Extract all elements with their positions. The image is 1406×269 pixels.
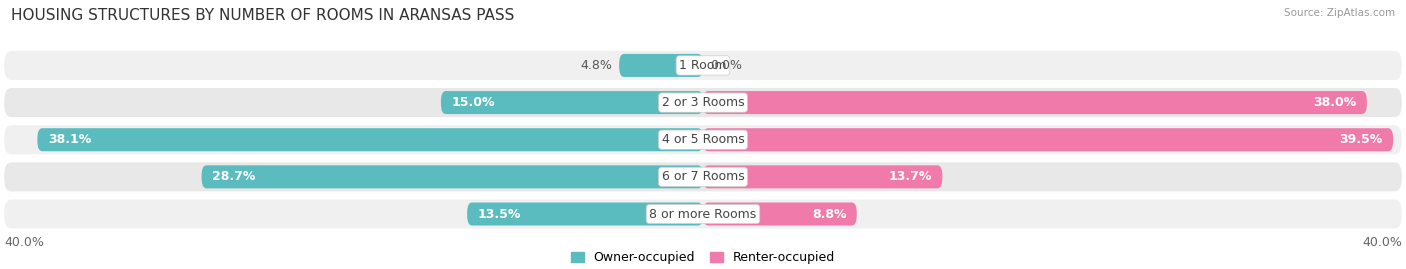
FancyBboxPatch shape — [38, 128, 703, 151]
FancyBboxPatch shape — [703, 128, 1393, 151]
Text: 4 or 5 Rooms: 4 or 5 Rooms — [662, 133, 744, 146]
Text: 38.1%: 38.1% — [48, 133, 91, 146]
Text: 15.0%: 15.0% — [451, 96, 495, 109]
Text: 8.8%: 8.8% — [811, 207, 846, 221]
Text: 2 or 3 Rooms: 2 or 3 Rooms — [662, 96, 744, 109]
Text: 6 or 7 Rooms: 6 or 7 Rooms — [662, 170, 744, 183]
FancyBboxPatch shape — [4, 88, 1402, 117]
Text: 13.7%: 13.7% — [889, 170, 932, 183]
Text: 40.0%: 40.0% — [1362, 236, 1402, 249]
Text: HOUSING STRUCTURES BY NUMBER OF ROOMS IN ARANSAS PASS: HOUSING STRUCTURES BY NUMBER OF ROOMS IN… — [11, 8, 515, 23]
Text: Source: ZipAtlas.com: Source: ZipAtlas.com — [1284, 8, 1395, 18]
Text: 28.7%: 28.7% — [212, 170, 256, 183]
Text: 4.8%: 4.8% — [581, 59, 612, 72]
Text: 1 Room: 1 Room — [679, 59, 727, 72]
Text: 0.0%: 0.0% — [710, 59, 742, 72]
FancyBboxPatch shape — [4, 125, 1402, 154]
Text: 8 or more Rooms: 8 or more Rooms — [650, 207, 756, 221]
FancyBboxPatch shape — [4, 51, 1402, 80]
FancyBboxPatch shape — [703, 91, 1367, 114]
FancyBboxPatch shape — [441, 91, 703, 114]
Text: 40.0%: 40.0% — [4, 236, 44, 249]
FancyBboxPatch shape — [4, 200, 1402, 228]
Legend: Owner-occupied, Renter-occupied: Owner-occupied, Renter-occupied — [571, 251, 835, 264]
FancyBboxPatch shape — [201, 165, 703, 188]
FancyBboxPatch shape — [4, 162, 1402, 191]
Text: 39.5%: 39.5% — [1340, 133, 1382, 146]
FancyBboxPatch shape — [619, 54, 703, 77]
Text: 13.5%: 13.5% — [478, 207, 522, 221]
FancyBboxPatch shape — [467, 203, 703, 225]
Text: 38.0%: 38.0% — [1313, 96, 1357, 109]
FancyBboxPatch shape — [703, 165, 942, 188]
FancyBboxPatch shape — [703, 203, 856, 225]
